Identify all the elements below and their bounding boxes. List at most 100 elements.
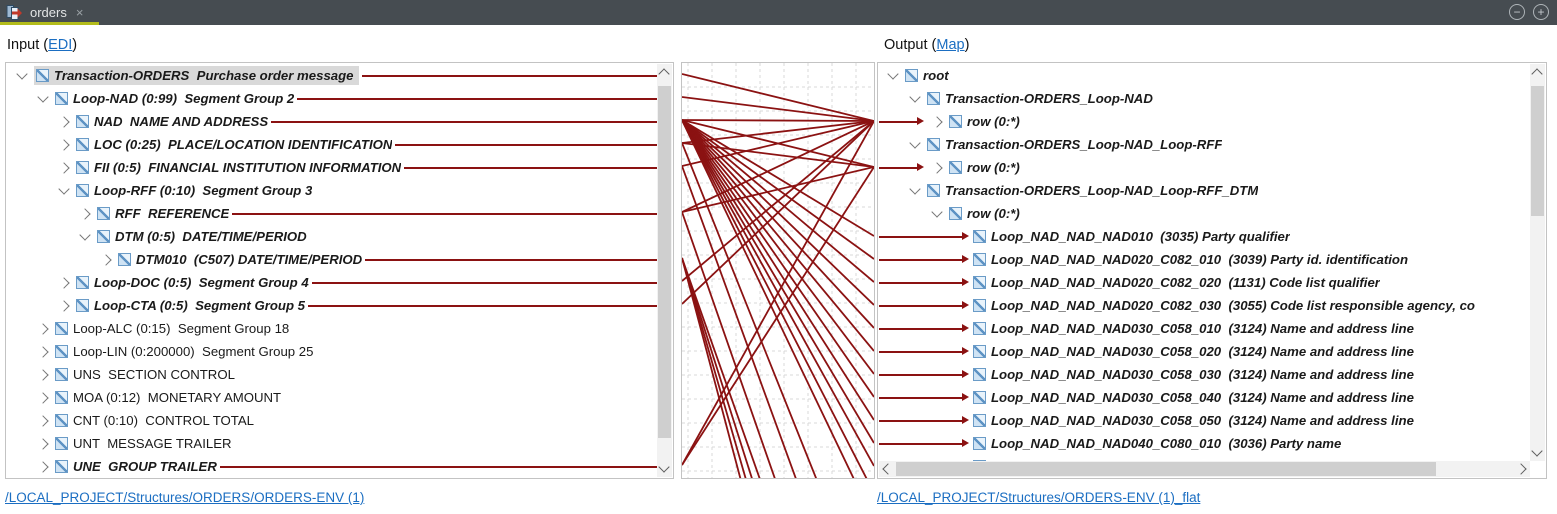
input-tree-row[interactable]: Loop-LIN (0:200000) Segment Group 25 <box>7 340 657 363</box>
scroll-left-icon[interactable] <box>882 463 894 475</box>
input-tree-row[interactable]: Loop-CTA (0:5) Segment Group 5 <box>7 294 657 317</box>
output-tree-row[interactable]: Loop_NAD_NAD_NAD020_C082_010 (3039) Part… <box>879 248 1530 271</box>
node-icon[interactable] <box>927 184 940 197</box>
input-tree-row[interactable]: RFF REFERENCE <box>7 202 657 225</box>
node-icon[interactable] <box>973 253 986 266</box>
input-tree-row[interactable]: FII (0:5) FINANCIAL INSTITUTION INFORMAT… <box>7 156 657 179</box>
node-icon[interactable] <box>76 184 89 197</box>
chevron-right-icon[interactable] <box>58 161 70 174</box>
output-tree-row[interactable]: Transaction-ORDERS_Loop-NAD_Loop-RFF <box>879 133 1530 156</box>
node-icon[interactable] <box>55 414 68 427</box>
chevron-right-icon[interactable] <box>37 345 49 358</box>
scroll-up-icon[interactable] <box>658 68 670 80</box>
scroll-down-icon[interactable] <box>658 461 670 473</box>
output-vertical-scrollbar[interactable] <box>1530 64 1545 461</box>
scroll-up-icon[interactable] <box>1531 68 1543 80</box>
input-tree-row[interactable]: Loop-RFF (0:10) Segment Group 3 <box>7 179 657 202</box>
node-icon[interactable] <box>927 92 940 105</box>
output-tree-row[interactable]: Loop_NAD_NAD_NAD010 (3035) Party qualifi… <box>879 225 1530 248</box>
chevron-down-icon[interactable] <box>79 229 91 241</box>
node-icon[interactable] <box>76 138 89 151</box>
node-icon[interactable] <box>55 368 68 381</box>
chevron-right-icon[interactable] <box>79 207 91 220</box>
chevron-right-icon[interactable] <box>37 437 49 450</box>
node-icon[interactable] <box>973 391 986 404</box>
node-icon[interactable] <box>949 161 962 174</box>
tab-orders[interactable]: orders × <box>0 0 99 25</box>
chevron-right-icon[interactable] <box>37 460 49 473</box>
chevron-down-icon[interactable] <box>37 91 49 103</box>
input-tree-row[interactable]: Transaction-ORDERS Purchase order messag… <box>7 64 657 87</box>
node-icon[interactable] <box>55 391 68 404</box>
node-icon[interactable] <box>973 230 986 243</box>
edi-link[interactable]: EDI <box>48 37 73 53</box>
node-icon[interactable] <box>905 69 918 82</box>
node-icon[interactable] <box>949 115 962 128</box>
output-hscrollbar-thumb[interactable] <box>896 462 1436 476</box>
chevron-right-icon[interactable] <box>37 391 49 404</box>
node-icon[interactable] <box>55 437 68 450</box>
node-icon[interactable] <box>973 322 986 335</box>
input-tree-row[interactable]: MOA (0:12) MONETARY AMOUNT <box>7 386 657 409</box>
input-structure-link[interactable]: /LOCAL_PROJECT/Structures/ORDERS/ORDERS-… <box>5 490 365 505</box>
output-scrollbar-thumb[interactable] <box>1531 86 1544 216</box>
node-icon[interactable] <box>55 345 68 358</box>
node-icon[interactable] <box>118 253 131 266</box>
input-scrollbar-thumb[interactable] <box>658 86 671 438</box>
chevron-right-icon[interactable] <box>931 161 943 174</box>
input-tree-row[interactable]: Loop-ALC (0:15) Segment Group 18 <box>7 317 657 340</box>
input-tree-row[interactable]: UNT MESSAGE TRAILER <box>7 432 657 455</box>
chevron-down-icon[interactable] <box>887 68 899 80</box>
output-tree-row[interactable]: root <box>879 64 1530 87</box>
node-icon[interactable] <box>76 299 89 312</box>
tab-close-icon[interactable]: × <box>75 5 84 20</box>
chevron-right-icon[interactable] <box>100 253 112 266</box>
input-tree-row[interactable]: NAD NAME AND ADDRESS <box>7 110 657 133</box>
input-tree-row[interactable]: Loop-DOC (0:5) Segment Group 4 <box>7 271 657 294</box>
input-tree-row[interactable]: UNS SECTION CONTROL <box>7 363 657 386</box>
node-icon[interactable] <box>76 161 89 174</box>
node-icon[interactable] <box>97 230 110 243</box>
chevron-down-icon[interactable] <box>931 206 943 218</box>
node-icon[interactable] <box>973 276 986 289</box>
node-icon[interactable] <box>55 322 68 335</box>
output-tree-row[interactable]: Loop_NAD_NAD_NAD030_C058_050 (3124) Name… <box>879 409 1530 432</box>
output-tree-row[interactable]: Loop_NAD_NAD_NAD020_C082_030 (3055) Code… <box>879 294 1530 317</box>
node-icon[interactable] <box>973 414 986 427</box>
input-tree-row[interactable]: Loop-NAD (0:99) Segment Group 2 <box>7 87 657 110</box>
chevron-down-icon[interactable] <box>58 183 70 195</box>
collapse-button[interactable]: − <box>1509 4 1525 20</box>
input-tree-row[interactable]: CNT (0:10) CONTROL TOTAL <box>7 409 657 432</box>
chevron-down-icon[interactable] <box>16 68 28 80</box>
node-icon[interactable] <box>973 437 986 450</box>
chevron-down-icon[interactable] <box>909 91 921 103</box>
chevron-right-icon[interactable] <box>37 322 49 335</box>
input-tree-row[interactable]: DTM010 (C507) DATE/TIME/PERIOD <box>7 248 657 271</box>
node-icon[interactable] <box>949 207 962 220</box>
output-tree-row[interactable]: Loop_NAD_NAD_NAD030_C058_020 (3124) Name… <box>879 340 1530 363</box>
chevron-right-icon[interactable] <box>37 414 49 427</box>
chevron-right-icon[interactable] <box>58 276 70 289</box>
node-icon[interactable] <box>973 368 986 381</box>
output-tree-row[interactable]: row (0:*) <box>879 202 1530 225</box>
scroll-right-icon[interactable] <box>1515 463 1527 475</box>
node-icon[interactable] <box>76 115 89 128</box>
input-vertical-scrollbar[interactable] <box>657 64 672 477</box>
chevron-down-icon[interactable] <box>909 137 921 149</box>
node-icon[interactable] <box>55 92 68 105</box>
node-icon[interactable] <box>76 276 89 289</box>
output-tree-row[interactable]: Loop_NAD_NAD_NAD030_C058_010 (3124) Name… <box>879 317 1530 340</box>
input-tree-row[interactable]: UNE GROUP TRAILER <box>7 455 657 477</box>
output-tree-row[interactable]: Loop_NAD_NAD_NAD020_C082_020 (1131) Code… <box>879 271 1530 294</box>
node-icon[interactable] <box>36 69 49 82</box>
output-tree-row[interactable]: Loop_NAD_NAD_NAD030_C058_030 (3124) Name… <box>879 363 1530 386</box>
output-structure-link[interactable]: /LOCAL_PROJECT/Structures/ORDERS-ENV (1)… <box>877 490 1201 505</box>
input-tree-row[interactable]: LOC (0:25) PLACE/LOCATION IDENTIFICATION <box>7 133 657 156</box>
output-tree-row[interactable]: Loop_NAD_NAD_NAD040_C080_010 (3036) Part… <box>879 432 1530 455</box>
node-icon[interactable] <box>55 460 68 473</box>
map-link[interactable]: Map <box>936 37 965 53</box>
add-button[interactable]: + <box>1533 4 1549 20</box>
node-icon[interactable] <box>973 345 986 358</box>
scroll-down-icon[interactable] <box>1531 445 1543 457</box>
chevron-right-icon[interactable] <box>37 368 49 381</box>
